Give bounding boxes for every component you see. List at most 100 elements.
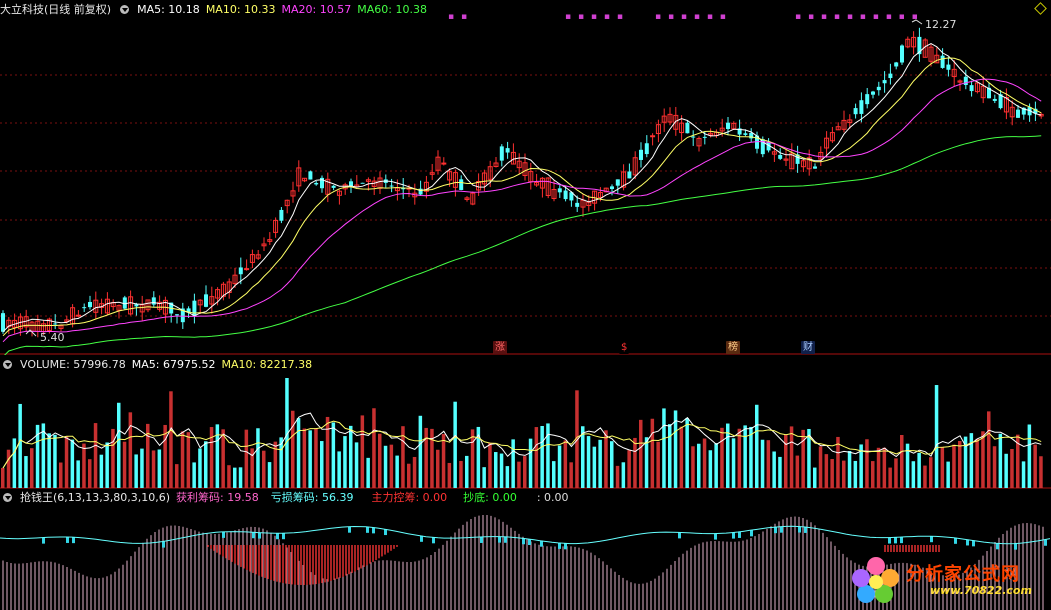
candle-body [940, 55, 945, 68]
volume-chart[interactable] [0, 355, 1051, 489]
volume-bar [702, 438, 707, 488]
volume-bar [679, 426, 684, 488]
candle-body [597, 192, 603, 198]
volume-bar [673, 410, 678, 488]
high-price-marker [911, 19, 923, 25]
volume-bar [476, 426, 481, 488]
tag-dollar[interactable]: $ [619, 341, 630, 354]
volume-bar [291, 410, 295, 488]
loss-chip-bar [432, 537, 435, 544]
candle-body [691, 136, 696, 138]
volume-panel[interactable] [0, 355, 1051, 489]
candle-body [522, 162, 528, 176]
loss-chip-bar [252, 532, 255, 539]
price-panel[interactable]: 大立科技(日线 前复权) MA5: 10.18 MA10: 10.33 MA20… [0, 0, 1051, 355]
candle-body [204, 294, 208, 307]
candle-body [644, 143, 649, 155]
volume-bar [894, 458, 898, 488]
volume-bar [830, 459, 834, 488]
candle-body [481, 172, 487, 185]
flower-icon [852, 557, 899, 603]
volume-bar [795, 455, 800, 488]
candle-body [175, 314, 179, 316]
volume-bar [633, 437, 637, 488]
tag-zhang[interactable]: 涨 [493, 341, 507, 354]
candle-body [853, 108, 858, 115]
bottom-fishing-label: 抄底: 0.00 [463, 491, 517, 504]
candle-body [987, 87, 991, 99]
candle-body [116, 305, 122, 311]
loss-chip-bar [732, 532, 735, 539]
candle-body [876, 86, 881, 91]
indicator-name: 抢钱王(6,13,13,3,80,3,10,6) [20, 491, 171, 504]
candle-body [888, 73, 893, 79]
volume-bar [621, 462, 626, 488]
stock-title: 大立科技(日线 前复权) [0, 3, 112, 16]
candle-body [476, 181, 482, 191]
volume-bar [1016, 434, 1020, 488]
volume-bar [470, 429, 475, 488]
loss-chip-bar [738, 531, 741, 538]
dropdown-icon[interactable] [3, 359, 12, 369]
candle-body [957, 80, 963, 83]
loss-chip-bar [972, 540, 975, 547]
volume-bar [963, 436, 968, 488]
volume-bar [337, 451, 341, 488]
volume-bar [778, 456, 782, 488]
candle-body [992, 98, 997, 101]
volume-bar [569, 462, 573, 488]
candle-body [516, 160, 522, 169]
loss-chip-bar [66, 536, 69, 543]
volume-bar [946, 461, 950, 488]
candle-body [911, 36, 917, 48]
candle-body [493, 162, 499, 168]
ma60-label: MA60: 10.38 [357, 2, 427, 16]
volume-bar [691, 446, 695, 488]
candle-body [296, 167, 302, 187]
candle-body [737, 128, 742, 135]
volume-bar [53, 434, 57, 488]
volume-bar [285, 378, 289, 488]
volume-bar [250, 448, 254, 488]
volume-bar [343, 436, 347, 488]
indicator-panel[interactable] [0, 489, 1051, 610]
price-header: 大立科技(日线 前复权) MA5: 10.18 MA10: 10.33 MA20… [0, 1, 427, 17]
candlestick-chart[interactable] [0, 0, 1051, 355]
candle-body [1009, 106, 1015, 118]
dropdown-icon[interactable] [120, 4, 130, 14]
tag-bang[interactable]: 榜 [726, 341, 740, 354]
candle-body [197, 299, 203, 306]
volume-bar [122, 441, 127, 488]
loss-chip-bar [678, 532, 681, 539]
volume-bar [180, 431, 185, 488]
candle-body [255, 254, 261, 259]
loss-chip-bar [564, 543, 567, 550]
volume-bar [784, 434, 788, 488]
volume-bar [871, 461, 875, 488]
volume-bar [412, 456, 417, 488]
candle-body [800, 160, 806, 168]
volume-bar [267, 462, 272, 488]
candle-body [685, 122, 690, 134]
candle-body [835, 126, 841, 131]
volume-bar [1027, 424, 1032, 488]
candle-body [157, 301, 163, 310]
tag-cai[interactable]: 财 [801, 341, 815, 354]
indicator-chart[interactable] [0, 489, 1051, 610]
candle-body [1021, 107, 1026, 115]
candle-body [314, 182, 319, 185]
volume-bar [372, 408, 376, 488]
candle-body [824, 137, 830, 149]
candle-body [951, 68, 957, 78]
dropdown-icon[interactable] [3, 492, 12, 502]
candle-body [290, 190, 296, 197]
loss-chip-bar [996, 543, 999, 550]
volume-bar [35, 424, 40, 488]
candle-body [1033, 108, 1038, 114]
volume-bar [824, 454, 829, 488]
candle-body [325, 178, 331, 195]
candle-body [215, 289, 221, 299]
volume-bar [888, 467, 892, 488]
volume-bar [134, 454, 138, 488]
loss-chip-bar [522, 538, 525, 545]
